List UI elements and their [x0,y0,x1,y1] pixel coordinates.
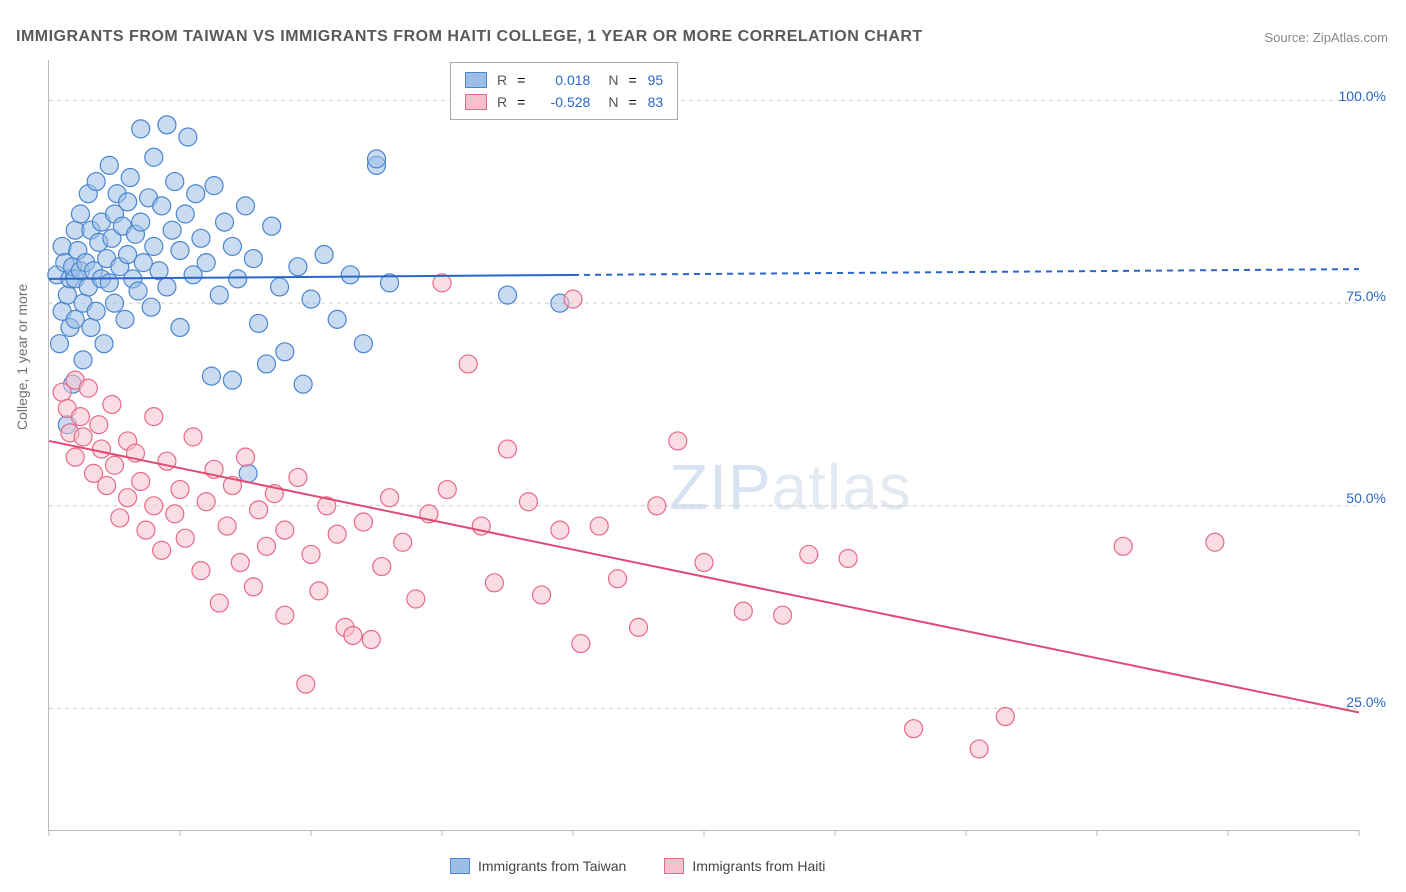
ytick-50: 50.0% [1346,490,1386,506]
ytick-25: 25.0% [1346,694,1386,710]
chart-title: IMMIGRANTS FROM TAIWAN VS IMMIGRANTS FRO… [16,28,923,46]
correlation-legend: R = 0.018 N = 95 R = -0.528 N = 83 [450,62,678,120]
legend-item-haiti: Immigrants from Haiti [664,858,825,874]
legend-label-taiwan: Immigrants from Taiwan [478,858,626,874]
r-value-haiti: -0.528 [536,94,590,110]
n-value-taiwan: 95 [648,72,664,88]
swatch-haiti [465,94,487,110]
plot-area: ZIPatlas [48,60,1359,831]
y-axis-label: College, 1 year or more [14,284,30,430]
source-label: Source: ZipAtlas.com [1264,30,1388,45]
series-legend: Immigrants from Taiwan Immigrants from H… [450,858,825,874]
r-value-taiwan: 0.018 [536,72,590,88]
correlation-legend-row-haiti: R = -0.528 N = 83 [465,91,663,113]
n-value-haiti: 83 [648,94,664,110]
legend-item-taiwan: Immigrants from Taiwan [450,858,626,874]
plot-svg [49,60,1359,830]
swatch-taiwan [465,72,487,88]
chart-container: IMMIGRANTS FROM TAIWAN VS IMMIGRANTS FRO… [0,0,1406,892]
legend-label-haiti: Immigrants from Haiti [692,858,825,874]
legend-swatch-taiwan [450,858,470,874]
legend-swatch-haiti [664,858,684,874]
ytick-100: 100.0% [1339,88,1386,104]
ytick-75: 75.0% [1346,288,1386,304]
correlation-legend-row-taiwan: R = 0.018 N = 95 [465,69,663,91]
